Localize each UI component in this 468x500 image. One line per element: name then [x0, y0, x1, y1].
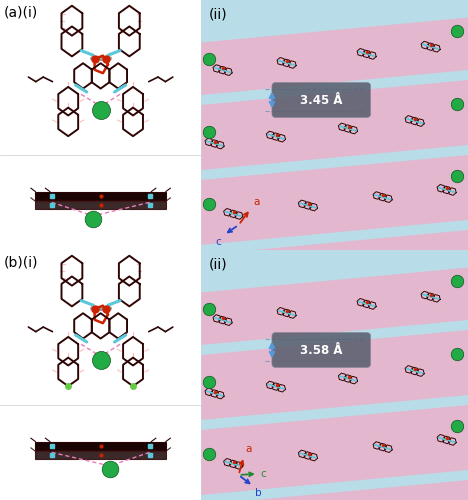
- Text: c: c: [215, 237, 221, 247]
- Polygon shape: [201, 230, 468, 320]
- Polygon shape: [201, 480, 468, 500]
- Text: b: b: [255, 488, 262, 498]
- Text: 3.45 Å: 3.45 Å: [300, 94, 343, 106]
- Polygon shape: [201, 80, 468, 170]
- FancyBboxPatch shape: [272, 82, 371, 118]
- Polygon shape: [36, 192, 166, 200]
- Text: 3.58 Å: 3.58 Å: [300, 344, 343, 356]
- Polygon shape: [201, 330, 468, 420]
- Text: (b)(i): (b)(i): [4, 255, 38, 269]
- Text: a: a: [253, 197, 260, 207]
- Text: (ii): (ii): [209, 8, 228, 22]
- Text: (ii): (ii): [209, 258, 228, 272]
- Polygon shape: [36, 442, 166, 450]
- FancyBboxPatch shape: [272, 332, 371, 368]
- Polygon shape: [201, 18, 468, 95]
- Polygon shape: [36, 451, 166, 460]
- Polygon shape: [201, 405, 468, 495]
- Polygon shape: [36, 201, 166, 209]
- Text: c: c: [260, 469, 266, 479]
- Text: a: a: [245, 444, 252, 454]
- Polygon shape: [201, 268, 468, 345]
- Polygon shape: [201, 155, 468, 245]
- Text: (a)(i): (a)(i): [4, 5, 38, 19]
